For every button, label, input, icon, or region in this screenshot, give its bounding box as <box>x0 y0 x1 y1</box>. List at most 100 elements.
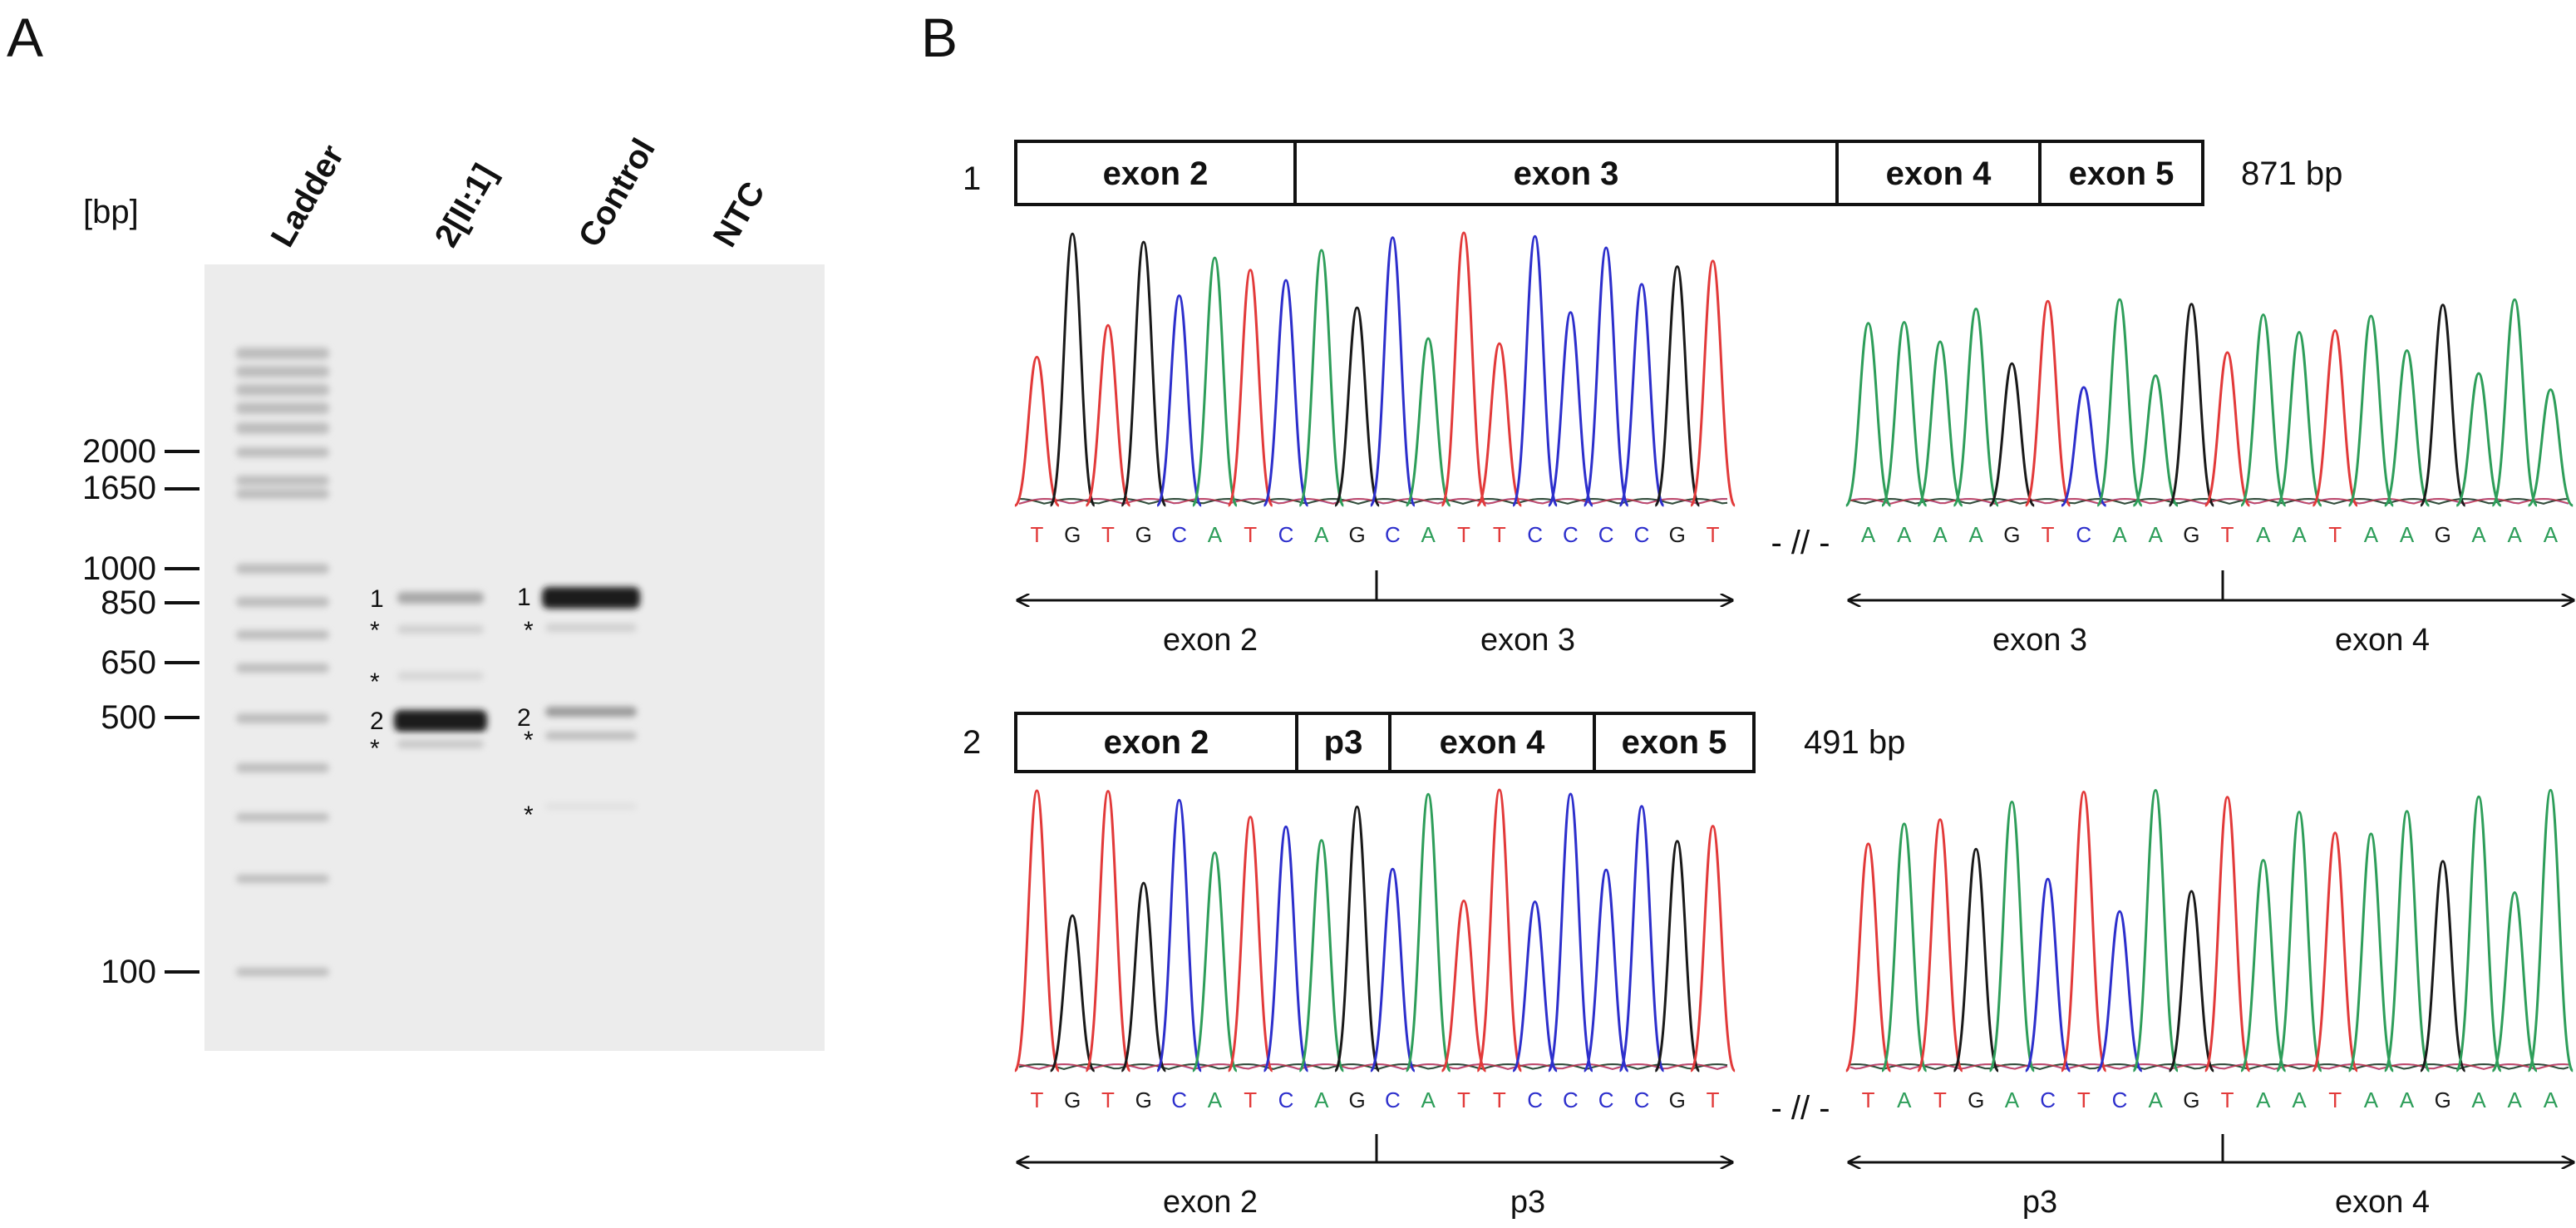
band-label: 2 <box>517 704 531 732</box>
amplicon-size: 871 bp <box>2241 155 2342 192</box>
trace-peak <box>1845 842 1892 1073</box>
sequence-base: A <box>2149 1087 2164 1112</box>
region-label: exon 4 <box>2335 623 2430 658</box>
panel-a: A [bp] Ladder 2[II:1] Control NTC <box>7 7 825 1051</box>
ladder-band <box>236 564 329 574</box>
exon-label: p3 <box>1324 724 1363 761</box>
ladder-band <box>236 713 329 723</box>
ladder-band <box>236 402 329 414</box>
sequence-base: T <box>1101 522 1115 547</box>
marker-label: 850 <box>101 584 156 621</box>
asterisk: * <box>370 617 380 644</box>
sequence-base: C <box>2112 1087 2128 1112</box>
trace-peak <box>1369 236 1416 507</box>
sequence-base: T <box>1244 1087 1257 1112</box>
trace-peak <box>1298 249 1345 507</box>
trace-peak <box>2419 303 2467 507</box>
sequence-base: T <box>1244 522 1257 547</box>
sequence-base: T <box>1101 1087 1115 1112</box>
trace-peak <box>2527 788 2574 1073</box>
sample-lane <box>394 592 487 748</box>
trace-peak <box>2131 788 2180 1073</box>
sequence-base: A <box>1208 522 1223 547</box>
sequence-base: G <box>2183 522 2199 547</box>
trace-peak <box>2383 810 2431 1073</box>
sequence-base: A <box>1421 1087 1436 1112</box>
trace-peak <box>1085 323 1131 507</box>
region-label: p3 <box>2022 1185 2057 1220</box>
ladder-band <box>236 489 329 499</box>
sequence-base: A <box>2544 1087 2559 1112</box>
gel-image <box>204 264 825 1051</box>
region-label: exon 2 <box>1163 1185 1258 1220</box>
lane-label-ntc: NTC <box>707 175 772 253</box>
panel-b: B 1 exon 2 exon 3 exon 4 exon 5 871 bp 2… <box>921 7 2574 1220</box>
exon-label: exon 5 <box>2069 155 2175 192</box>
ladder-band <box>236 630 329 639</box>
trace-peak <box>1583 868 1630 1073</box>
exon-box-p3 <box>1295 712 1391 773</box>
trace-peak <box>2383 349 2431 507</box>
chromatogram-2-left <box>1013 788 1736 1073</box>
sequence-base: G <box>2003 522 2020 547</box>
sequence-base: A <box>1314 1087 1329 1112</box>
sequence-base: A <box>2149 522 2164 547</box>
panel-b-letter: B <box>921 7 958 68</box>
sequence-base: G <box>1064 1087 1081 1112</box>
trace-peak <box>2061 386 2107 507</box>
trace-peak <box>2096 910 2144 1073</box>
asterisk: * <box>524 617 534 644</box>
exon-box-exon3 <box>1293 140 1839 206</box>
gel-band-faint <box>397 740 484 748</box>
sequence-base: C <box>2076 522 2091 547</box>
sequence-base: T <box>2221 1087 2234 1112</box>
asterisk: * <box>370 735 380 762</box>
exon-box-exon2 <box>1014 140 1297 206</box>
trace-peak <box>2347 832 2395 1073</box>
band-label: 2 <box>370 708 384 735</box>
trace-peak <box>1618 805 1665 1073</box>
trace-peak <box>1952 307 2000 507</box>
trace-peak <box>1085 790 1131 1073</box>
bp-unit-label: [bp] <box>83 194 139 230</box>
trace-peak <box>1120 881 1167 1073</box>
sequence-base: A <box>2256 522 2271 547</box>
gel-band-871 <box>542 587 640 609</box>
trace-peak <box>1013 789 1061 1073</box>
exon-label: exon 4 <box>1440 724 1545 761</box>
exon-box-exon4 <box>1835 140 2042 206</box>
transcript-2: 2 exon 2 p3 exon 4 exon 5 491 bp <box>963 712 1905 773</box>
gel-band-faint <box>397 672 484 680</box>
band-label: 1 <box>517 584 531 611</box>
trace-peak <box>2096 298 2144 507</box>
trace-peak <box>1475 788 1523 1073</box>
sequence-base: A <box>2005 1087 2020 1112</box>
ladder-band <box>236 447 329 457</box>
sequence-base: A <box>2508 522 2523 547</box>
trace-peak <box>2275 331 2323 507</box>
sequence-base: C <box>1598 522 1614 547</box>
trace-peak <box>2204 351 2251 507</box>
trace-peak <box>2168 303 2215 507</box>
ladder-band <box>236 422 329 434</box>
gel-band-871 <box>397 592 484 604</box>
marker-label: 1000 <box>82 550 156 587</box>
trace-peak <box>2311 831 2359 1073</box>
sequence-base: T <box>2042 522 2055 547</box>
sequence-base: T <box>1457 1087 1470 1112</box>
ladder-band <box>236 366 329 377</box>
trace-peak <box>1120 240 1167 507</box>
exon-box-exon5 <box>1593 712 1756 773</box>
trace-peak <box>2419 860 2467 1073</box>
trace-peak <box>2455 795 2503 1073</box>
exon-label: exon 2 <box>1104 724 1209 761</box>
sequence-base: C <box>1563 522 1579 547</box>
ladder-band <box>236 663 329 673</box>
ladder-lane <box>236 348 329 976</box>
sequence-base: T <box>1457 522 1470 547</box>
sequence-base: C <box>1385 1087 1401 1112</box>
trace-peak <box>1511 900 1559 1073</box>
sequence-base: C <box>1634 1087 1650 1112</box>
